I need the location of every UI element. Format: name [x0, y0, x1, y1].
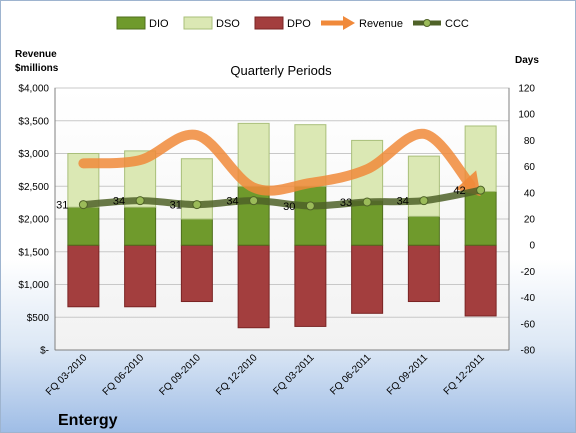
- x-tick-label: FQ 12-2011: [442, 352, 487, 397]
- ccc-data-label: 34: [113, 196, 125, 208]
- bar-dio: [180, 218, 213, 246]
- legend: DIO DSO DPO Revenue CCC: [116, 16, 469, 30]
- right-tick-label: 0: [529, 241, 535, 252]
- left-tick-label: $1,500: [18, 247, 49, 258]
- x-tick-label: FQ 03-2011: [272, 352, 317, 397]
- x-tick-label: FQ 09-2010: [157, 352, 203, 398]
- ccc-data-label: 30: [283, 201, 295, 213]
- right-tick-label: 100: [518, 110, 535, 121]
- left-axis: $- $500 $1,000 $1,500 $2,000 $2,500 $3,000 $3,5…: [18, 84, 49, 357]
- legend-item-revenue: Revenue: [321, 16, 403, 30]
- x-tick-label: FQ 03-2010: [44, 352, 90, 398]
- bar-dpo: [464, 244, 497, 317]
- ccc-data-label: 34: [226, 196, 238, 208]
- bar-dio: [237, 185, 270, 246]
- left-tick-label: $2,500: [18, 182, 49, 193]
- bar-dpo: [67, 244, 100, 308]
- bar-dso: [294, 124, 327, 187]
- left-tick-label: $1,000: [18, 280, 49, 291]
- legend-item-ccc: CCC: [413, 18, 469, 30]
- bar-dso: [407, 155, 440, 217]
- ccc-point: [135, 196, 145, 206]
- company-name: Entergy: [58, 412, 118, 429]
- x-tick-label: FQ 09-2011: [385, 352, 430, 397]
- x-tick-label: FQ 06-2010: [101, 352, 147, 398]
- bar-dio: [351, 200, 384, 246]
- left-axis-title-line2: $millions: [15, 63, 59, 74]
- bar-dso: [180, 158, 213, 220]
- ccc-point: [419, 196, 429, 206]
- left-tick-label: $3,000: [18, 149, 49, 160]
- legend-label-ccc: CCC: [445, 18, 469, 30]
- x-tick-label: FQ 12-2010: [214, 352, 260, 398]
- ccc-data-label: 31: [56, 200, 68, 212]
- ccc-point: [249, 196, 259, 206]
- bar-dio: [407, 215, 440, 246]
- bar-dio: [124, 206, 157, 246]
- bar-dpo: [124, 244, 157, 308]
- right-tick-label: 80: [524, 136, 536, 147]
- legend-label-dso: DSO: [216, 18, 240, 30]
- ccc-data-label: 42: [453, 185, 465, 197]
- left-axis-title-line1: Revenue: [15, 49, 57, 60]
- legend-item-dpo: DPO: [254, 16, 311, 30]
- ccc-series: 31 34 31 34 30 33 34 42: [56, 185, 486, 213]
- right-tick-label: -40: [521, 293, 536, 304]
- ccc-point: [192, 200, 202, 210]
- revenue-line: [78, 128, 476, 196]
- bar-dpo: [351, 244, 384, 314]
- bar-dio: [67, 206, 100, 246]
- right-axis: -80 -60 -40 -20 0 20 40 60 80 100 120: [518, 84, 535, 357]
- bar-dio: [294, 185, 327, 246]
- ccc-point: [362, 197, 372, 207]
- left-tick-label: $500: [27, 313, 50, 324]
- legend-label-dpo: DPO: [287, 18, 311, 30]
- ccc-data-label: 33: [340, 197, 352, 209]
- right-tick-label: 40: [524, 188, 536, 199]
- right-tick-label: -60: [521, 319, 536, 330]
- legend-item-dso: DSO: [183, 16, 240, 30]
- left-tick-label: $3,500: [18, 116, 49, 127]
- legend-label-dio: DIO: [149, 18, 169, 30]
- bar-dpo: [407, 244, 440, 303]
- right-tick-label: 120: [518, 84, 535, 95]
- right-axis-title: Days: [515, 55, 539, 66]
- ccc-data-label: 34: [397, 196, 409, 208]
- left-tick-label: $2,000: [18, 215, 49, 226]
- ccc-point: [305, 201, 315, 211]
- bar-dpo: [180, 244, 213, 303]
- right-tick-label: -80: [521, 346, 536, 357]
- ccc-line: [79, 186, 485, 210]
- x-tick-label: FQ 06-2011: [328, 352, 373, 397]
- legend-label-revenue: Revenue: [359, 18, 403, 30]
- right-tick-label: 20: [524, 215, 536, 226]
- right-tick-label: 60: [524, 162, 536, 173]
- bar-dpo: [237, 244, 270, 329]
- legend-item-dio: DIO: [116, 16, 169, 30]
- bar-dio: [464, 190, 497, 246]
- ccc-point: [78, 200, 88, 210]
- right-tick-label: -20: [521, 267, 536, 278]
- chart-title: Quarterly Periods: [230, 63, 332, 78]
- ccc-data-label: 31: [170, 200, 182, 212]
- left-tick-label: $4,000: [18, 84, 49, 95]
- left-tick-label: $-: [40, 346, 49, 357]
- ccc-point: [476, 185, 486, 195]
- bar-dpo: [294, 244, 327, 327]
